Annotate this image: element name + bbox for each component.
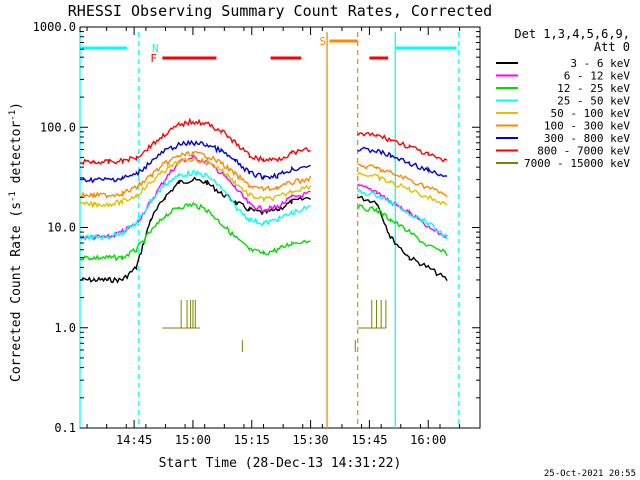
series-line	[79, 156, 448, 209]
x-tick-label: 16:00	[410, 433, 446, 447]
plot-frame	[79, 26, 481, 429]
x-axis-ticks: 14:45 15:00 15:15 15:30 15:45 16:00	[86, 27, 461, 447]
y-axis-ticks: 0.1 1.0 10.0 100.0 1000.0	[33, 20, 480, 435]
legend-label: 6 - 12 keV	[564, 70, 631, 83]
flag-label-N: N	[152, 42, 159, 55]
y-axis-label: Corrected Count Rate (s-1 detector-1)	[8, 102, 24, 382]
y-axis-label-mid: detector	[9, 121, 24, 192]
series-lines	[79, 117, 448, 352]
vertical-lines	[79, 32, 460, 428]
series-line	[79, 176, 448, 284]
series-line	[79, 169, 448, 242]
x-tick-label: 15:00	[175, 433, 211, 447]
flag-label-F: F	[150, 52, 157, 65]
legend-label: 300 - 800 keV	[544, 132, 630, 145]
y-axis-label-end: )	[9, 102, 24, 110]
chart-title: RHESSI Observing Summary Count Rates, Co…	[68, 2, 492, 20]
x-tick-label: 14:45	[116, 433, 152, 447]
plot-border	[79, 26, 481, 429]
x-tick-label: 15:15	[234, 433, 270, 447]
legend-label: 25 - 50 keV	[557, 95, 630, 108]
series-line	[79, 200, 448, 262]
legend-label: 3 - 6 keV	[570, 57, 630, 70]
legend-header-1: Det 1,3,4,5,6,9,	[514, 27, 630, 41]
series-line	[79, 139, 448, 184]
legend-header-2: Att 0	[594, 40, 630, 54]
y-tick-label: 100.0	[40, 120, 76, 134]
y-tick-label: 1.0	[54, 321, 76, 335]
y-axis-label-sup1: -1	[8, 191, 18, 202]
y-tick-label: 10.0	[47, 221, 76, 235]
series-line	[79, 150, 448, 199]
legend-label: 7000 - 15000 keV	[524, 157, 630, 170]
legend-label: 12 - 25 keV	[557, 82, 630, 95]
y-tick-label: 1000.0	[33, 20, 76, 34]
x-tick-label: 15:30	[293, 433, 329, 447]
series-line	[79, 117, 448, 166]
x-axis-label: Start Time (28-Dec-13 14:31:22)	[159, 456, 402, 471]
y-axis-label-main: Corrected Count Rate (s	[9, 202, 24, 382]
legend-label: 50 - 100 keV	[551, 107, 631, 120]
flag-label-S: S	[319, 35, 326, 48]
legend-label: 100 - 300 keV	[544, 120, 630, 133]
x-tick-label: 15:45	[351, 433, 387, 447]
footer-timestamp: 25-Oct-2021 20:55	[544, 469, 636, 479]
y-tick-label: 0.1	[54, 421, 76, 435]
y-axis-label-sup2: -1	[8, 110, 18, 121]
flag-bars: NF S	[80, 35, 457, 65]
legend-label: 800 - 7000 keV	[537, 145, 630, 158]
